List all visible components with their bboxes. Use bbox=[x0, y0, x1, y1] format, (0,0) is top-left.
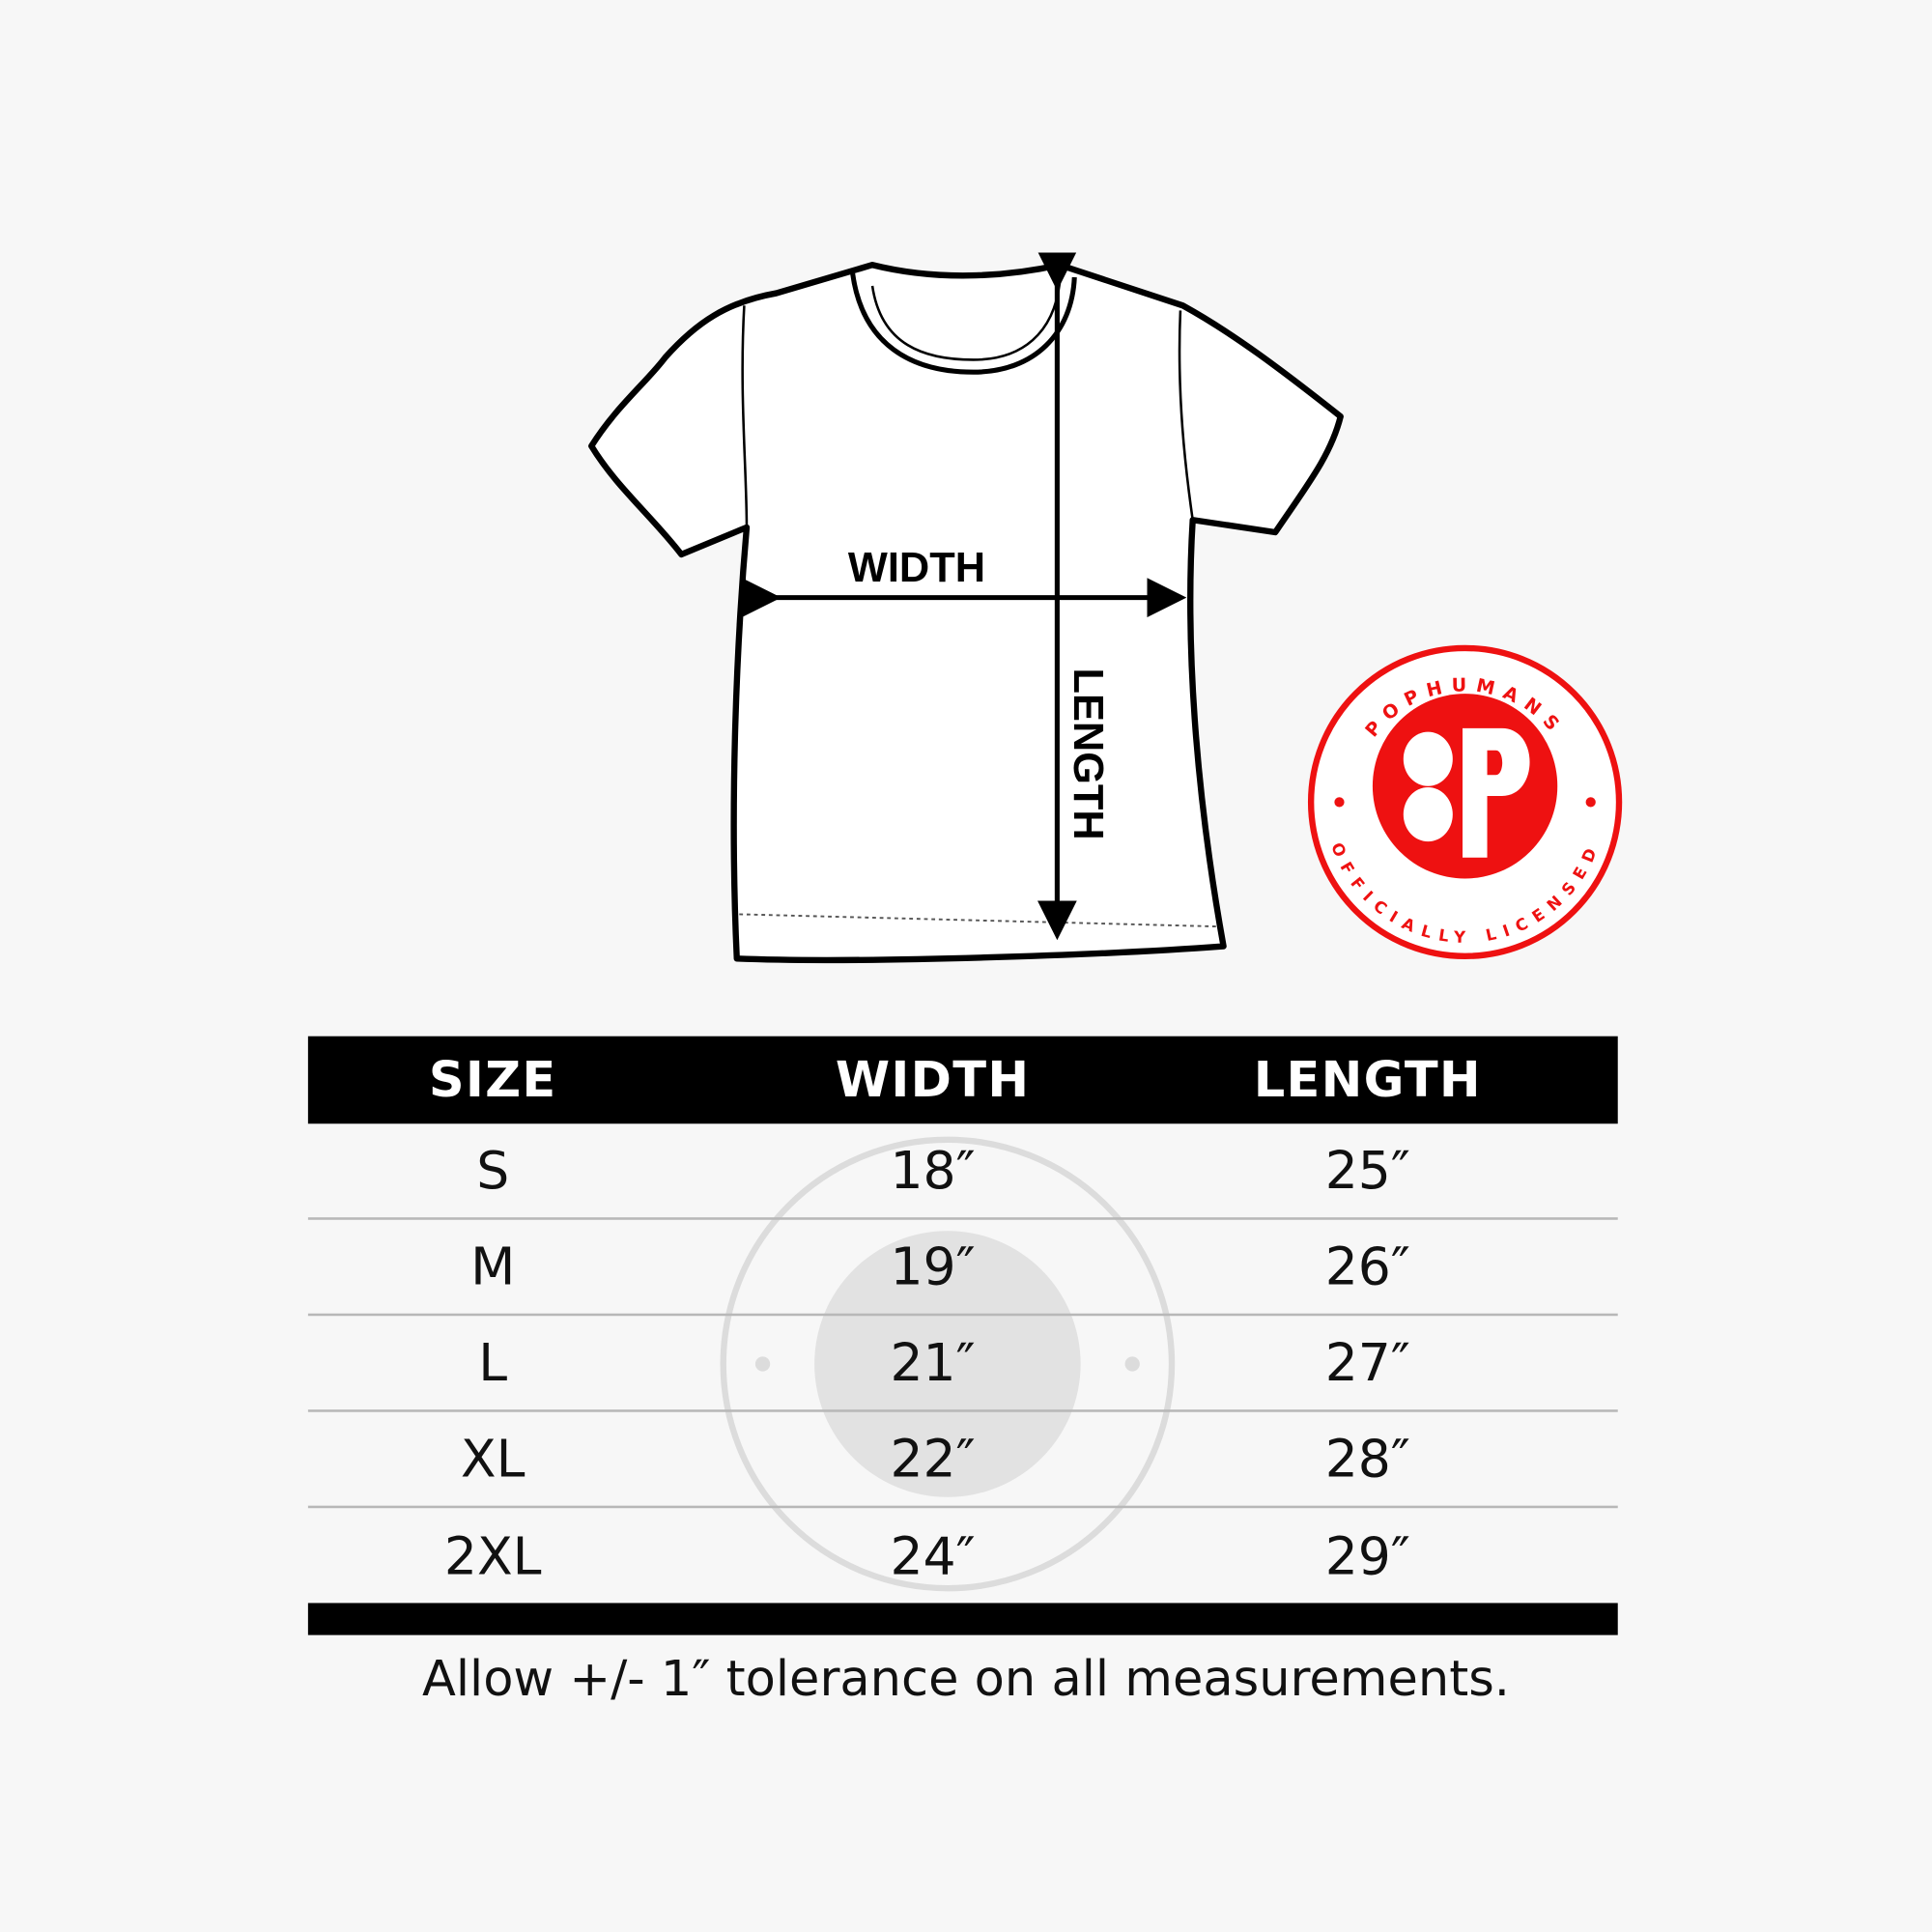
width-cell: 24″ bbox=[890, 1525, 976, 1586]
watermark-logo bbox=[720, 1136, 1176, 1592]
table-header: SIZE WIDTH LENGTH bbox=[307, 1036, 1618, 1124]
length-cell: 28″ bbox=[1324, 1428, 1410, 1490]
width-cell: 18″ bbox=[890, 1140, 976, 1201]
width-label: WIDTH bbox=[848, 545, 985, 591]
size-cell: XL bbox=[460, 1428, 526, 1490]
header-width: WIDTH bbox=[835, 1051, 1031, 1109]
sleeve-seams bbox=[741, 305, 1194, 527]
table-row: XL 22″ 28″ bbox=[307, 1412, 1618, 1509]
length-cell: 27″ bbox=[1324, 1332, 1410, 1393]
size-cell: S bbox=[476, 1140, 510, 1201]
tshirt-diagram: WIDTH LENGTH bbox=[588, 252, 1344, 964]
size-cell: L bbox=[478, 1332, 508, 1393]
width-cell: 22″ bbox=[890, 1428, 976, 1490]
length-label: LENGTH bbox=[1065, 668, 1111, 839]
table-row: S 18″ 25″ bbox=[307, 1123, 1618, 1220]
length-cell: 29″ bbox=[1324, 1525, 1410, 1586]
width-cell: 19″ bbox=[890, 1236, 976, 1297]
table-row: L 21″ 27″ bbox=[307, 1316, 1618, 1412]
officially-licensed-badge: POPHUMANS OFFICIALLY LICENSED bbox=[1307, 644, 1623, 959]
tshirt-outline bbox=[588, 262, 1344, 964]
length-cell: 26″ bbox=[1324, 1236, 1410, 1297]
size-chart-table: SIZE WIDTH LENGTH S 18″ 25″ M 19″ 26″ L 21″ 27… bbox=[307, 1036, 1618, 1635]
table-row: 2XL 24″ 29″ bbox=[308, 1508, 1618, 1603]
logo-p bbox=[1463, 727, 1530, 858]
logo-dot bbox=[1403, 731, 1453, 786]
table-footer-bar bbox=[307, 1603, 1618, 1635]
tolerance-note: Allow +/- 1″ tolerance on all measuremen… bbox=[421, 1651, 1511, 1708]
logo-dot bbox=[1403, 787, 1453, 842]
size-cell: M bbox=[470, 1236, 516, 1297]
header-length: LENGTH bbox=[1253, 1051, 1482, 1109]
length-cell: 25″ bbox=[1324, 1140, 1410, 1201]
hem-stitch bbox=[739, 913, 1220, 928]
width-cell: 21″ bbox=[890, 1332, 976, 1393]
header-size: SIZE bbox=[428, 1051, 557, 1109]
table-row: M 19″ 26″ bbox=[307, 1220, 1618, 1317]
size-cell: 2XL bbox=[443, 1525, 542, 1586]
